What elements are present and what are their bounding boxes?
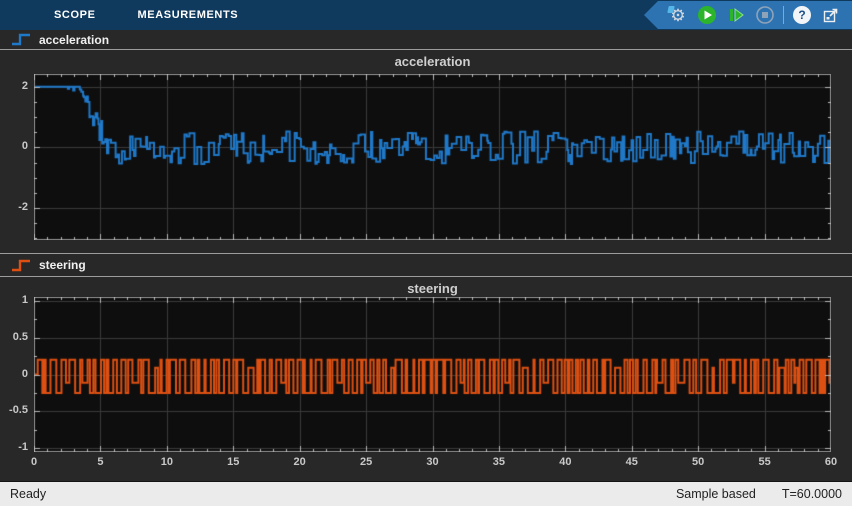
stop-icon <box>756 6 774 24</box>
y-tick-label: 0 <box>21 140 28 153</box>
step-signal-icon <box>12 259 30 271</box>
legend-label: acceleration <box>39 32 110 47</box>
legend-label: steering <box>39 258 86 272</box>
ribbon-bar: SCOPE MEASUREMENTS ⚙ <box>0 0 852 30</box>
y-tick-label: -0.5 <box>9 404 28 417</box>
steering-plot-canvas[interactable] <box>34 297 831 452</box>
pop-out-icon <box>823 8 838 23</box>
legend-acceleration[interactable]: acceleration <box>0 30 852 50</box>
y-tick-label: 1 <box>21 293 28 306</box>
x-tick-label: 60 <box>824 456 838 468</box>
tab-scope[interactable]: SCOPE <box>54 9 96 21</box>
plot-title-acceleration: acceleration <box>394 54 471 69</box>
y-tick-label: -1 <box>18 441 28 454</box>
ribbon-tabs: SCOPE MEASUREMENTS <box>33 0 259 30</box>
stop-button[interactable] <box>754 4 776 26</box>
simulation-settings-button[interactable]: ⚙ <box>667 4 689 26</box>
x-tick-label: 40 <box>559 456 572 468</box>
x-tick-label: 20 <box>293 456 306 468</box>
run-icon <box>698 6 716 24</box>
legend-steering[interactable]: steering <box>0 253 852 277</box>
x-tick-label: 35 <box>492 456 506 468</box>
x-tick-label: 15 <box>227 456 240 468</box>
sample-mode-label: Sample based <box>675 487 756 501</box>
x-tick-label: 50 <box>692 456 705 468</box>
gear-icon: ⚙ <box>670 5 686 25</box>
pop-out-button[interactable] <box>820 4 842 26</box>
x-tick-label: 0 <box>30 456 38 468</box>
status-bar: Ready Sample based T=60.0000 <box>0 481 852 506</box>
help-button[interactable]: ? <box>791 4 813 26</box>
x-tick-label: 5 <box>97 456 104 468</box>
step-forward-icon <box>730 8 744 22</box>
y-tick-label: 0.5 <box>12 330 28 343</box>
x-tick-label: 25 <box>359 456 373 468</box>
simulation-time-label: T=60.0000 <box>781 487 842 501</box>
x-tick-label: 45 <box>625 456 638 468</box>
run-button[interactable] <box>696 4 718 26</box>
x-tick-label: 55 <box>758 456 771 468</box>
status-message: Ready <box>10 487 47 501</box>
simulation-toolbar: ⚙ <box>644 1 852 29</box>
x-tick-label: 10 <box>160 456 173 468</box>
plot-title-steering: steering <box>407 281 458 296</box>
x-tick-label: 30 <box>426 456 439 468</box>
step-forward-button[interactable] <box>725 4 747 26</box>
acceleration-plot-canvas[interactable] <box>34 74 831 240</box>
step-signal-icon <box>12 33 30 46</box>
y-tick-label: 2 <box>21 79 28 92</box>
y-tick-label: -2 <box>18 201 28 214</box>
tab-measurements[interactable]: MEASUREMENTS <box>137 9 239 21</box>
help-icon: ? <box>793 6 811 24</box>
y-tick-label: 0 <box>21 367 28 380</box>
toolbar-separator <box>783 6 784 24</box>
